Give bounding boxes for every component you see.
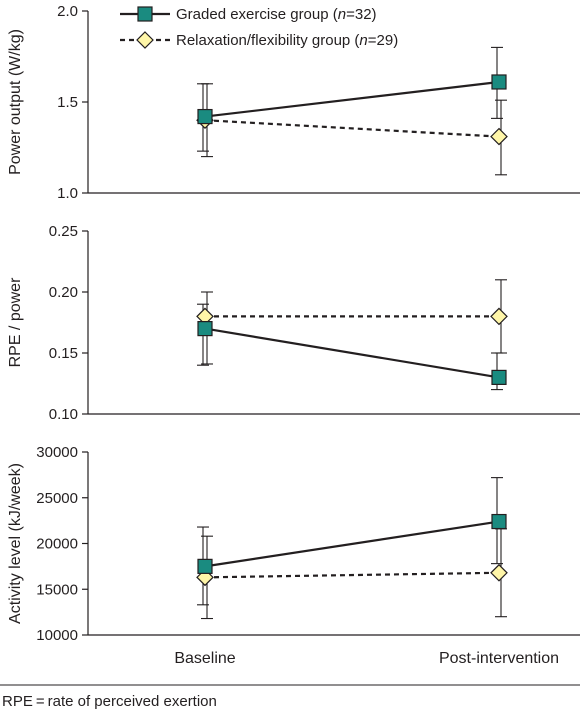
y-tick-label: 0.15 [49, 345, 78, 362]
y-axis-label: RPE / power [7, 277, 24, 367]
data-point-graded [197, 108, 213, 125]
data-point-graded [491, 369, 507, 385]
category-axis-labels: Baseline Post-intervention [174, 650, 559, 667]
y-tick-label: 15000 [36, 581, 78, 598]
chart-panels: 1.0 1.5 2.0 Power output (W/kg) 0.10 0.15 0.20… [7, 3, 580, 644]
panel-2: 0.10 0.15 0.20 0.25 RPE / power [7, 223, 580, 423]
series-line-relaxation [204, 571, 500, 579]
data-point-relaxation [490, 127, 508, 146]
legend-relax-label: Relaxation/flexibility group (n=29) [176, 32, 398, 49]
y-tick-label: 1.0 [57, 185, 78, 202]
y-tick-label: 10000 [36, 627, 78, 644]
data-point-graded [197, 558, 213, 574]
series-line-graded [204, 327, 500, 379]
data-point-graded [197, 321, 213, 337]
y-tick-label: 1.5 [57, 94, 78, 111]
category-label-baseline: Baseline [174, 650, 235, 667]
legend-graded-marker [137, 6, 153, 22]
y-tick-label: 0.20 [49, 284, 78, 301]
legend-graded-label: Graded exercise group (n=32) [176, 6, 377, 23]
y-axis-label: Activity level (kJ/week) [7, 463, 24, 624]
series-line-graded [204, 520, 500, 568]
series-line-graded [204, 80, 500, 118]
panel-3: 10000 15000 20000 25000 30000 Activity level … [7, 444, 580, 644]
y-tick-label: 25000 [36, 490, 78, 507]
data-point-graded [491, 513, 507, 530]
series-line-relaxation [204, 119, 500, 138]
y-axis-label: Power output (W/kg) [7, 29, 24, 175]
data-point-relaxation [490, 307, 508, 326]
panel-1: 1.0 1.5 2.0 Power output (W/kg) [7, 3, 580, 202]
category-label-post-intervention: Post-intervention [439, 650, 559, 667]
footnote: RPE = rate of perceived exertion [2, 693, 217, 710]
data-point-graded [491, 74, 507, 90]
y-tick-label: 30000 [36, 444, 78, 461]
y-tick-label: 20000 [36, 536, 78, 553]
y-tick-label: 2.0 [57, 3, 78, 20]
legend: Graded exercise group (n=32) Relaxation/… [120, 6, 398, 49]
legend-relax-marker [136, 31, 154, 49]
data-point-relaxation [490, 563, 508, 582]
y-tick-label: 0.25 [49, 223, 78, 240]
y-tick-label: 0.10 [49, 406, 78, 423]
